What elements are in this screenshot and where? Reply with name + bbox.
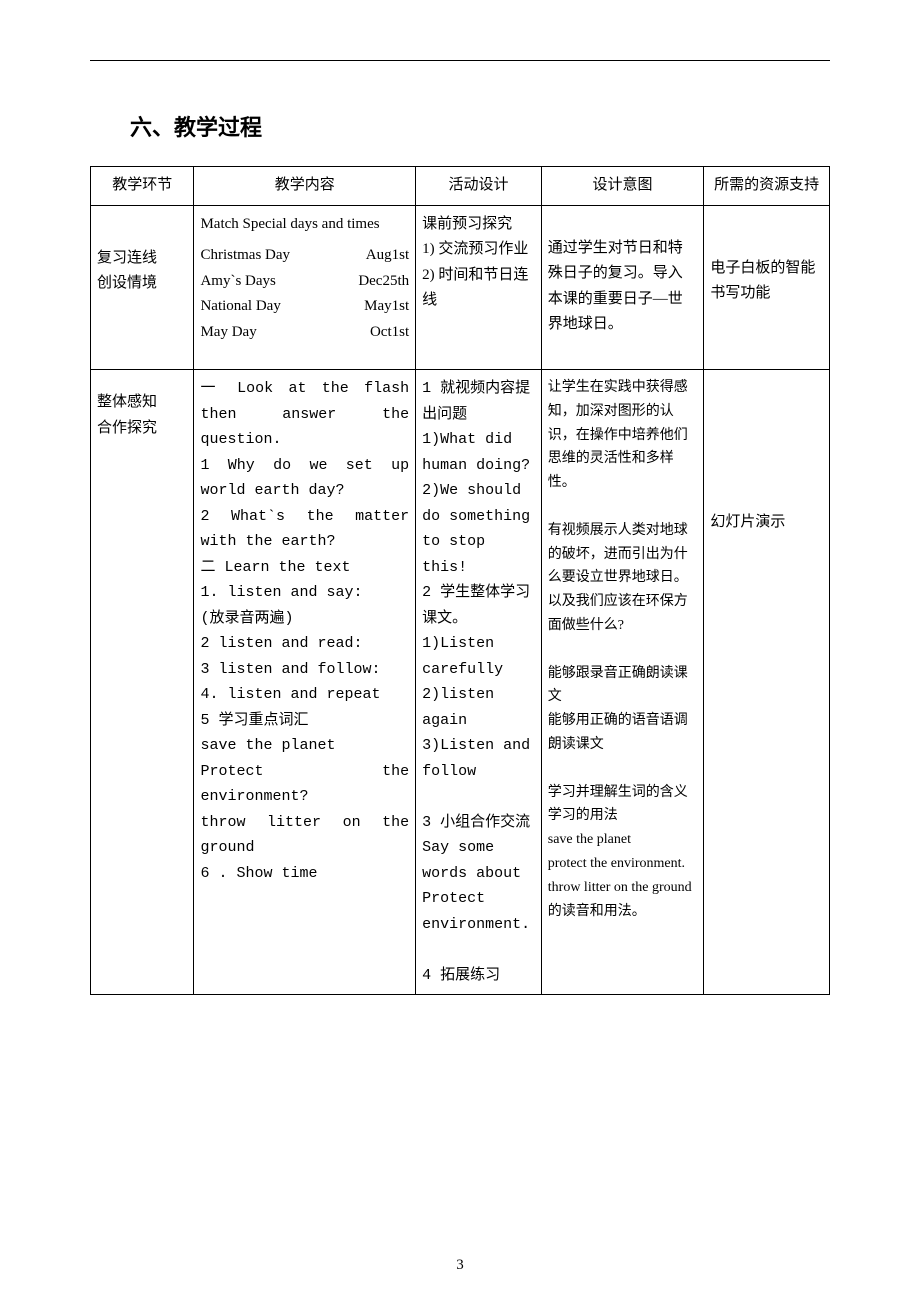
- top-rule: [90, 60, 830, 61]
- match-pair: Christmas Day Aug1st: [200, 243, 409, 269]
- activity-text: 课前预习探究 1) 交流预习作业 2) 时间和节日连线: [422, 212, 535, 314]
- cell-activity-2: 1 就视频内容提出问题 1)What did human doing? 2)We…: [416, 370, 542, 995]
- header-content: 教学内容: [194, 167, 416, 206]
- cell-stage-1: 复习连线 创设情境: [91, 205, 194, 370]
- cell-resource-2: 幻灯片演示: [704, 370, 830, 995]
- cell-intent-2: 让学生在实践中获得感知，加深对图形的认识，在操作中培养他们思维的灵活性和多样性。…: [541, 370, 704, 995]
- header-resource: 所需的资源支持: [704, 167, 830, 206]
- table-row: 整体感知 合作探究 一 Look at the flash then answe…: [91, 370, 830, 995]
- cell-activity-1: 课前预习探究 1) 交流预习作业 2) 时间和节日连线: [416, 205, 542, 370]
- match-pair: Amy`s Days Dec25th: [200, 269, 409, 295]
- table-header-row: 教学环节 教学内容 活动设计 设计意图 所需的资源支持: [91, 167, 830, 206]
- cell-intent-1: 通过学生对节日和特殊日子的复习。导入本课的重要日子—世界地球日。: [541, 205, 704, 370]
- header-stage: 教学环节: [91, 167, 194, 206]
- table-row: 复习连线 创设情境 Match Special days and times C…: [91, 205, 830, 370]
- match-pair: National Day May1st: [200, 294, 409, 320]
- content-text: 一 Look at the flash then answer the ques…: [200, 376, 409, 886]
- section-title: 六、教学过程: [130, 110, 830, 142]
- intent-text: 通过学生对节日和特殊日子的复习。导入本课的重要日子—世界地球日。: [548, 236, 698, 338]
- match-pair: May Day Oct1st: [200, 320, 409, 346]
- stage-text: 复习连线 创设情境: [97, 246, 187, 297]
- match-right: Aug1st: [366, 243, 409, 269]
- match-right: Dec25th: [358, 269, 409, 295]
- header-intent: 设计意图: [541, 167, 704, 206]
- cell-stage-2: 整体感知 合作探究: [91, 370, 194, 995]
- resource-text: 幻灯片演示: [710, 510, 823, 536]
- match-left: Christmas Day: [200, 243, 290, 269]
- lesson-table: 教学环节 教学内容 活动设计 设计意图 所需的资源支持 复习连线 创设情境 Ma…: [90, 166, 830, 995]
- match-left: Amy`s Days: [200, 269, 275, 295]
- cell-content-1: Match Special days and times Christmas D…: [194, 205, 416, 370]
- page-number: 3: [0, 1257, 920, 1274]
- match-left: National Day: [200, 294, 280, 320]
- activity-text: 1 就视频内容提出问题 1)What did human doing? 2)We…: [422, 376, 535, 988]
- header-activity: 活动设计: [416, 167, 542, 206]
- content-title-1: Match Special days and times: [200, 212, 409, 238]
- resource-text: 电子白板的智能书写功能: [710, 256, 823, 307]
- document-page: 六、教学过程 教学环节 教学内容 活动设计 设计意图 所需的资源支持 复习连线 …: [0, 0, 920, 1302]
- match-left: May Day: [200, 320, 256, 346]
- intent-text: 让学生在实践中获得感知，加深对图形的认识，在操作中培养他们思维的灵活性和多样性。…: [548, 376, 698, 923]
- cell-resource-1: 电子白板的智能书写功能: [704, 205, 830, 370]
- match-right: Oct1st: [370, 320, 409, 346]
- cell-content-2: 一 Look at the flash then answer the ques…: [194, 370, 416, 995]
- stage-text: 整体感知 合作探究: [97, 390, 187, 441]
- match-right: May1st: [364, 294, 409, 320]
